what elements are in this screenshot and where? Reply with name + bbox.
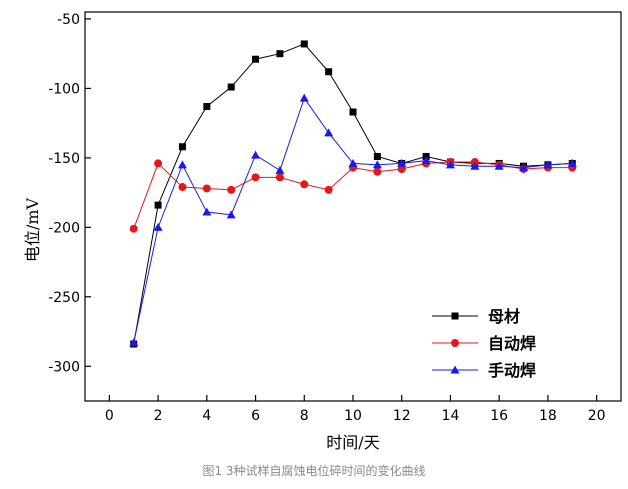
data-point	[445, 160, 455, 169]
x-tick-label: 4	[202, 408, 211, 424]
y-axis-ticks: -300 -250 -200 -150 -100 -50	[48, 12, 91, 375]
data-point	[129, 338, 139, 347]
data-point	[251, 150, 261, 159]
x-tick-label: 6	[251, 408, 260, 424]
legend-label: 母材	[488, 307, 520, 326]
data-point	[203, 102, 211, 110]
data-point	[397, 158, 407, 167]
data-point	[299, 93, 309, 102]
data-point	[324, 185, 333, 194]
x-tick-label: 10	[344, 408, 362, 424]
data-point	[275, 165, 285, 174]
data-point	[178, 183, 187, 192]
x-tick-label: 0	[105, 408, 114, 424]
x-tick-label: 14	[442, 408, 460, 424]
plot-frame	[84, 11, 622, 402]
data-point	[543, 160, 553, 169]
series-3	[129, 93, 577, 347]
x-tick-label: 16	[490, 408, 508, 424]
data-point	[177, 160, 187, 169]
legend-entry: 自动焊	[432, 334, 536, 353]
data-point	[202, 184, 211, 193]
legend-marker	[451, 339, 459, 347]
y-tick-label: -200	[48, 220, 80, 236]
legend-label: 自动焊	[488, 334, 536, 353]
data-point	[348, 158, 358, 167]
series-layer	[129, 40, 577, 348]
series-2	[129, 158, 577, 233]
data-point	[227, 185, 236, 194]
data-point	[519, 163, 529, 172]
data-point	[349, 108, 357, 116]
y-tick-label: -100	[48, 81, 80, 97]
legend-label: 手动焊	[488, 361, 536, 380]
x-axis-label: 时间/天	[326, 433, 379, 452]
data-point	[300, 180, 309, 189]
data-point	[227, 83, 235, 91]
chart: -300 -250 -200 -150 -100 -50 0 2 4 6 8 10 12 14 16 18 2…	[23, 11, 622, 452]
data-point	[129, 224, 138, 233]
legend-entry: 母材	[432, 307, 520, 326]
x-tick-label: 12	[393, 408, 411, 424]
series-line	[133, 97, 573, 343]
y-tick-label: -150	[48, 151, 80, 167]
data-point	[325, 68, 333, 76]
series-line	[133, 43, 573, 345]
x-axis-ticks: 0 2 4 6 8 10 12 14 16 18 20	[105, 395, 606, 424]
x-tick-label: 18	[539, 408, 557, 424]
data-point	[494, 161, 504, 170]
data-point	[275, 173, 284, 182]
data-point	[373, 167, 382, 176]
data-point	[154, 159, 163, 168]
series-line	[133, 161, 573, 229]
data-point	[567, 158, 577, 167]
y-tick-label: -300	[48, 359, 80, 375]
legend-entry: 手动焊	[432, 361, 536, 380]
legend-marker	[450, 365, 460, 374]
data-point	[252, 55, 260, 63]
data-point	[324, 128, 334, 137]
data-point	[421, 156, 431, 165]
x-tick-label: 2	[154, 408, 163, 424]
data-point	[251, 173, 260, 182]
data-point	[178, 143, 186, 151]
data-point	[372, 160, 382, 169]
y-tick-label: -50	[57, 12, 80, 28]
data-point	[300, 40, 308, 48]
data-point	[470, 161, 480, 170]
y-axis-label: 电位/mV	[23, 197, 42, 262]
x-tick-label: 20	[588, 408, 606, 424]
data-point	[373, 152, 381, 160]
data-point	[153, 222, 163, 231]
y-tick-label: -250	[48, 290, 80, 306]
data-point	[397, 164, 406, 173]
data-point	[226, 210, 236, 219]
x-tick-label: 8	[300, 408, 309, 424]
figure-caption: 图1 3种试样自腐蚀电位碎时间的变化曲线	[202, 464, 426, 478]
data-point	[154, 201, 162, 209]
legend-marker	[451, 312, 459, 320]
data-point	[202, 207, 212, 216]
data-point	[276, 50, 284, 58]
